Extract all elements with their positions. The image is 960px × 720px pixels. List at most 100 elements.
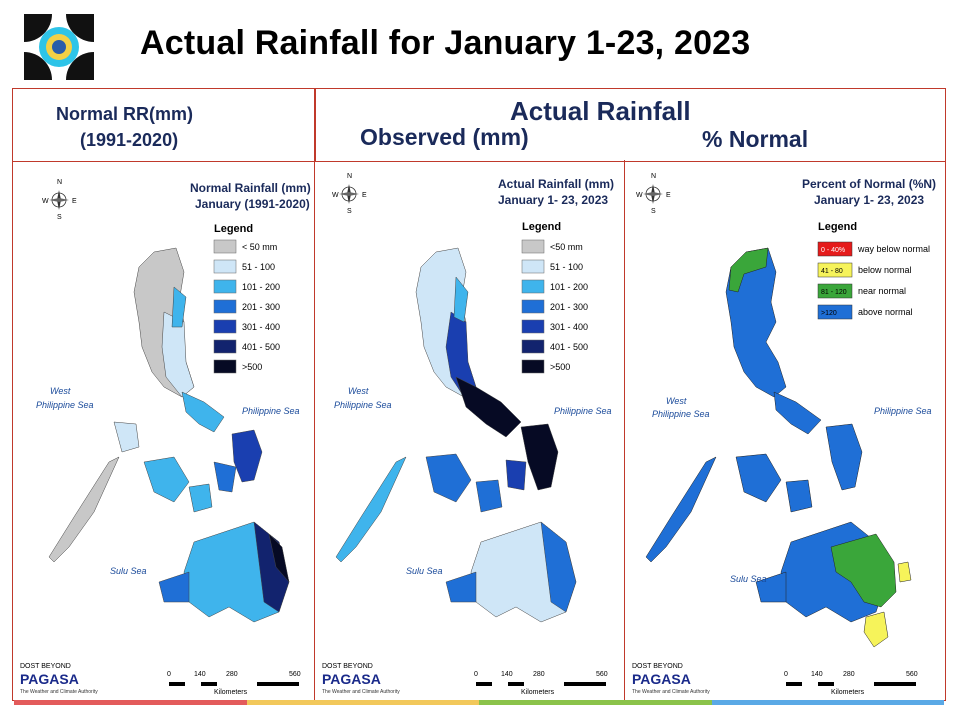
legend-swatch	[817, 241, 853, 257]
legend-swatch	[213, 259, 237, 274]
legend-swatch	[521, 239, 545, 254]
legend: 0 - 40% way below normal 41 - 80 below norm…	[817, 241, 930, 320]
actual-rainfall-header: Actual Rainfall	[510, 96, 691, 126]
legend-label: below normal	[858, 265, 912, 275]
sulu-sea-label: Sulu Sea	[110, 566, 147, 576]
svg-text:DOST BEYOND: DOST BEYOND	[632, 663, 683, 670]
map-title-line2: January 1- 23, 2023	[498, 193, 608, 207]
bottom-bar-segment	[246, 700, 479, 705]
legend-swatch	[213, 239, 237, 254]
north-label: N	[57, 179, 62, 186]
east-label: E	[72, 198, 77, 205]
legend-label: 51 - 100	[242, 262, 275, 272]
legend-label: 51 - 100	[550, 262, 583, 272]
svg-text:S: S	[651, 208, 656, 215]
legend-label: >500	[550, 362, 570, 372]
svg-text:Philippine Sea: Philippine Sea	[652, 409, 710, 419]
legend-swatch	[213, 299, 237, 314]
west-philippine-sea-label-2: Philippine Sea	[36, 400, 94, 410]
svg-text:W: W	[332, 192, 339, 199]
svg-text:560: 560	[906, 671, 918, 678]
pagasa-footer-logo: DOST BEYOND PAGASA The Weather and Clima…	[20, 663, 98, 695]
legend-label: 201 - 300	[550, 302, 588, 312]
svg-text:140: 140	[811, 671, 823, 678]
panel-divider-1	[314, 160, 315, 700]
south-label: S	[57, 214, 62, 221]
percent-normal-header: % Normal	[702, 126, 809, 152]
pagasa-footer-logo: DOST BEYOND PAGASA The Weather and Clima…	[322, 663, 400, 695]
normal-rainfall-map-panel: N S W E Normal Rainfall (mm) January (19…	[14, 162, 312, 700]
observed-header: Observed (mm)	[360, 124, 529, 150]
svg-text:PAGASA: PAGASA	[632, 671, 691, 687]
svg-text:Kilometers: Kilometers	[831, 689, 865, 696]
svg-text:140: 140	[501, 671, 513, 678]
svg-text:The Weather and Climate Author: The Weather and Climate Authority	[632, 689, 710, 695]
actual-rainfall-map-panel: N S W E Actual Rainfall (mm) January 1- …	[316, 162, 622, 700]
actual-rainfall-map: N S W E Actual Rainfall (mm) January 1- …	[322, 173, 614, 696]
svg-text:Philippine Sea: Philippine Sea	[554, 406, 612, 416]
legend-swatch-label: >120	[821, 310, 837, 317]
legend-title: Legend	[522, 221, 561, 233]
legend: <50 mm 51 - 100 101 - 200 201 - 300 301 - 40…	[521, 239, 588, 374]
legend-swatch	[521, 299, 545, 314]
svg-text:Philippine Sea: Philippine Sea	[334, 400, 392, 410]
legend-swatch	[213, 319, 237, 334]
svg-text:560: 560	[289, 671, 301, 678]
legend-label: <50 mm	[550, 242, 583, 252]
west-philippine-sea-label-1: West	[50, 386, 71, 396]
svg-text:0: 0	[784, 671, 788, 678]
legend-swatch	[817, 283, 853, 299]
pagasa-seal-logo	[22, 12, 96, 82]
legend-swatch-label: 41 - 80	[821, 268, 843, 275]
svg-text:N: N	[651, 173, 656, 180]
legend-label: 201 - 300	[242, 302, 280, 312]
legend-swatch-label: 0 - 40%	[821, 247, 845, 254]
normal-rainfall-map: N S W E Normal Rainfall (mm) January (19…	[20, 179, 311, 696]
bottom-color-bar	[14, 700, 944, 705]
legend-swatch	[213, 359, 237, 374]
percent-normal-map-panel: N S W E Percent of Normal (%N) January 1…	[626, 162, 942, 700]
svg-text:Sulu Sea: Sulu Sea	[730, 574, 767, 584]
svg-text:West: West	[666, 396, 687, 406]
legend-label: 401 - 500	[550, 342, 588, 352]
svg-text:W: W	[636, 192, 643, 199]
scale-bar: 0 140 280 560 Kilometers	[474, 671, 608, 696]
map-title-line2: January (1991-2020)	[195, 197, 310, 211]
legend-label: < 50 mm	[242, 242, 277, 252]
normal-header-line1: Normal RR(mm)	[56, 104, 194, 124]
legend-swatch	[521, 339, 545, 354]
legend-title: Legend	[818, 221, 857, 233]
legend-swatch	[521, 359, 545, 374]
bottom-bar-segment	[711, 700, 944, 705]
legend-label: 301 - 400	[242, 322, 280, 332]
legend-title: Legend	[214, 223, 253, 235]
map-title-line1: Actual Rainfall (mm)	[498, 177, 614, 191]
legend-label: 401 - 500	[242, 342, 280, 352]
legend-label: 301 - 400	[550, 322, 588, 332]
svg-text:West: West	[348, 386, 369, 396]
svg-text:Kilometers: Kilometers	[214, 689, 248, 696]
svg-text:N: N	[347, 173, 352, 180]
legend-label: above normal	[858, 307, 913, 317]
svg-text:Philippine Sea: Philippine Sea	[874, 406, 932, 416]
svg-text:280: 280	[843, 671, 855, 678]
svg-text:DOST BEYOND: DOST BEYOND	[322, 663, 373, 670]
svg-text:140: 140	[194, 671, 206, 678]
svg-text:The Weather and Climate Author: The Weather and Climate Authority	[322, 689, 400, 695]
svg-text:0: 0	[474, 671, 478, 678]
legend: < 50 mm 51 - 100 101 - 200 201 - 300 301 - 4…	[213, 239, 280, 374]
svg-text:280: 280	[226, 671, 238, 678]
svg-text:E: E	[666, 192, 671, 199]
legend-swatch	[817, 262, 853, 278]
west-label: W	[42, 198, 49, 205]
svg-text:280: 280	[533, 671, 545, 678]
svg-text:560: 560	[596, 671, 608, 678]
svg-text:PAGASA: PAGASA	[322, 671, 381, 687]
svg-text:The Weather and Climate Author: The Weather and Climate Authority	[20, 689, 98, 695]
page-title: Actual Rainfall for January 1-23, 2023	[140, 24, 751, 62]
map-title-line1: Normal Rainfall (mm)	[190, 181, 311, 195]
scale-bar: 0 140 280 560 Kilometers	[784, 671, 918, 696]
scale-bar: 0 140 280 560 Kilometers	[167, 671, 301, 696]
pagasa-footer-logo: DOST BEYOND PAGASA The Weather and Clima…	[632, 663, 710, 695]
bottom-bar-segment	[479, 700, 712, 705]
